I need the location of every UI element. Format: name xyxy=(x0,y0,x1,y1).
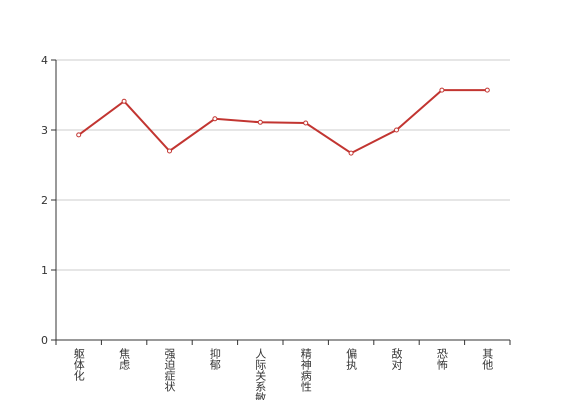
x-tick-label: 躯体化 xyxy=(72,348,85,382)
x-tick-label: 焦虑 xyxy=(118,348,131,370)
point xyxy=(121,98,127,104)
y-tick-label: 2 xyxy=(41,194,48,207)
y-tick-label: 4 xyxy=(41,54,48,67)
y-tick-label: 3 xyxy=(41,124,48,137)
y-tick-label: 0 xyxy=(41,334,48,347)
point xyxy=(394,127,399,133)
point xyxy=(348,150,354,156)
x-tick-label: 敌对 xyxy=(390,347,403,370)
x-tick-label: 强迫症状 xyxy=(163,348,176,392)
point xyxy=(439,87,445,93)
point xyxy=(167,148,172,154)
point xyxy=(257,119,263,125)
x-tick-label: 偏执 xyxy=(345,347,358,371)
x-tick-label: 其他 xyxy=(481,348,494,370)
point xyxy=(76,132,82,138)
x-tick-label: 精神病性 xyxy=(299,348,312,393)
point xyxy=(484,87,490,93)
point xyxy=(303,120,309,126)
y-tick-label: 1 xyxy=(41,264,48,277)
x-tick-label: 抑郁 xyxy=(208,347,221,370)
x-tick-label: 人际关系敏感 xyxy=(254,348,267,400)
point xyxy=(212,116,218,122)
line xyxy=(78,89,488,155)
x-tick-label: 恐怖 xyxy=(435,348,448,370)
